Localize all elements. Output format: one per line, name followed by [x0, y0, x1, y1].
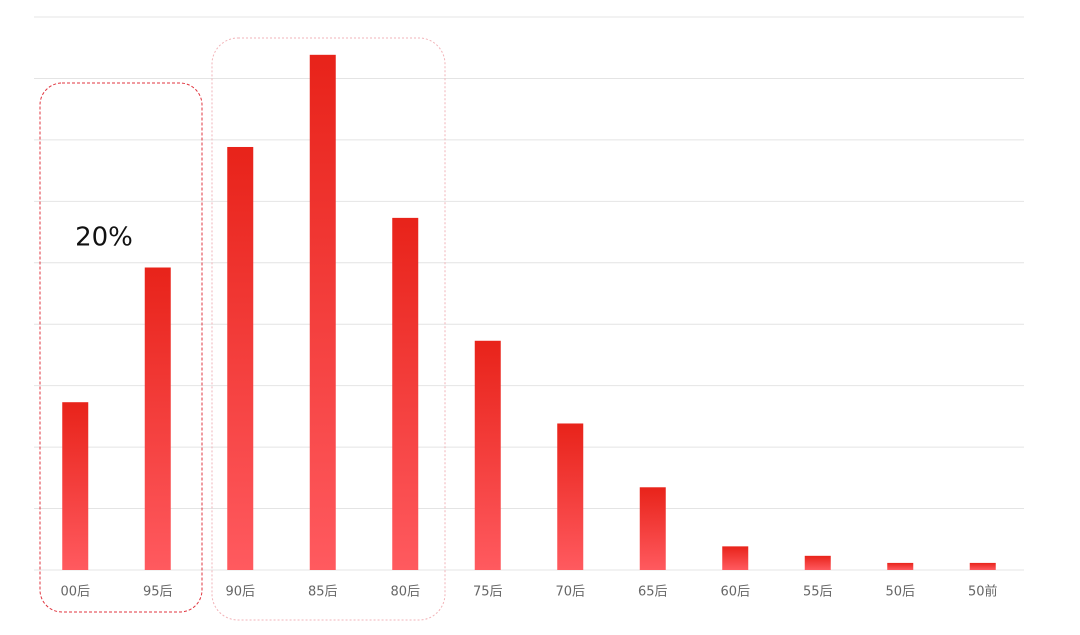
- bar: [309, 54, 336, 571]
- bar: [62, 402, 89, 570]
- x-tick-label: 80后: [390, 585, 420, 600]
- x-tick-label: 85后: [308, 585, 338, 600]
- annotation: 20%: [75, 223, 133, 253]
- x-tick-label: 00后: [60, 585, 90, 600]
- bar: [639, 487, 666, 570]
- bar: [227, 146, 254, 570]
- bar: [722, 546, 749, 570]
- x-tick-label: 55后: [803, 585, 833, 600]
- bar: [804, 555, 831, 570]
- x-tick-label: 75后: [473, 585, 503, 600]
- x-tick-label: 60后: [720, 585, 750, 600]
- x-tick-label: 70后: [555, 585, 585, 600]
- x-tick-label: 95后: [143, 585, 173, 600]
- x-tick-label: 50前: [968, 584, 998, 600]
- bar: [474, 340, 501, 570]
- bar: [392, 217, 419, 570]
- bar: [144, 267, 171, 570]
- bar: [557, 423, 584, 570]
- bar: [887, 562, 914, 570]
- group-box: [39, 82, 203, 613]
- x-tick-label: 90后: [225, 585, 255, 600]
- x-tick-label: 65后: [638, 585, 668, 600]
- x-tick-label: 50后: [885, 585, 915, 600]
- bar: [969, 562, 996, 570]
